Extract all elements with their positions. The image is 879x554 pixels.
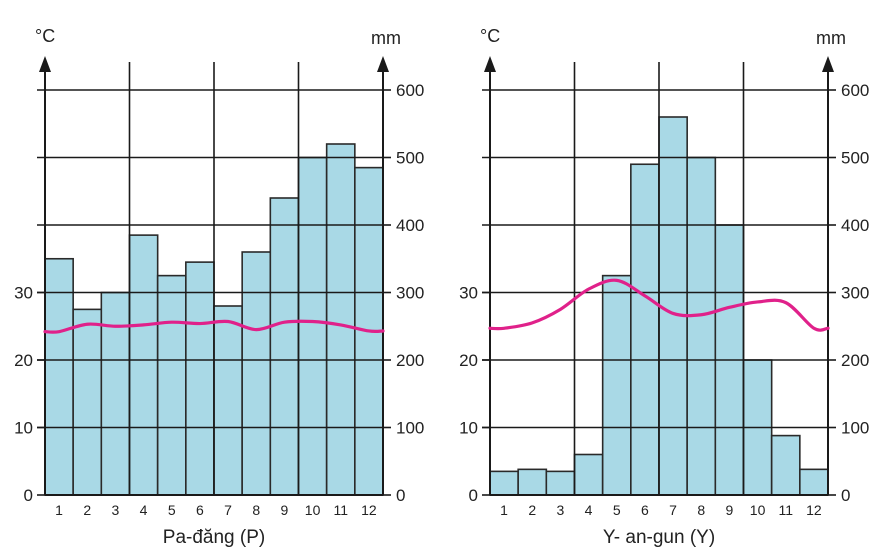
month-tick-label: 2 bbox=[528, 502, 536, 518]
month-tick-label: 7 bbox=[224, 502, 232, 518]
month-tick-label: 3 bbox=[112, 502, 120, 518]
right-tick-label: 0 bbox=[841, 486, 850, 505]
right-tick-label: 100 bbox=[841, 419, 869, 438]
precip-bar-10 bbox=[297, 156, 328, 496]
left-tick-label: 0 bbox=[469, 486, 478, 505]
month-tick-label: 10 bbox=[305, 502, 321, 518]
right-tick-label: 500 bbox=[396, 149, 424, 168]
right-unit-label: mm bbox=[816, 28, 846, 48]
right-unit-label: mm bbox=[371, 28, 401, 48]
temperature-line bbox=[488, 278, 830, 332]
month-tick-label: 6 bbox=[196, 502, 204, 518]
right-tick-label: 200 bbox=[396, 351, 424, 370]
left-axis-arrow-icon bbox=[39, 56, 51, 72]
precip-bar-5 bbox=[601, 274, 632, 496]
month-tick-label: 4 bbox=[585, 502, 593, 518]
month-tick-label: 5 bbox=[168, 502, 176, 518]
precip-bar-3 bbox=[545, 470, 576, 496]
month-tick-label: 6 bbox=[641, 502, 649, 518]
month-tick-label: 12 bbox=[806, 502, 822, 518]
precip-bar-4 bbox=[128, 234, 159, 496]
precip-bar-6 bbox=[630, 163, 660, 496]
left-tick-label: 0 bbox=[24, 486, 33, 505]
precip-bar-11 bbox=[325, 143, 356, 496]
precip-bar-11 bbox=[770, 434, 801, 496]
right-tick-label: 300 bbox=[396, 284, 424, 303]
left-tick-label: 10 bbox=[14, 419, 33, 438]
left-tick-label: 30 bbox=[14, 284, 33, 303]
left-tick-label: 30 bbox=[459, 284, 478, 303]
month-tick-label: 5 bbox=[613, 502, 621, 518]
month-tick-label: 4 bbox=[140, 502, 148, 518]
precip-bar-8 bbox=[241, 251, 272, 496]
precip-bar-2 bbox=[517, 468, 548, 496]
precip-bar-5 bbox=[156, 274, 187, 496]
month-tick-label: 1 bbox=[500, 502, 508, 518]
right-tick-label: 400 bbox=[841, 216, 869, 235]
left-tick-label: 10 bbox=[459, 419, 478, 438]
left-unit-label: °C bbox=[35, 26, 55, 46]
month-tick-label: 8 bbox=[252, 502, 260, 518]
right-tick-label: 600 bbox=[396, 81, 424, 100]
month-tick-label: 10 bbox=[750, 502, 766, 518]
left-unit-label: °C bbox=[480, 26, 500, 46]
right-tick-label: 100 bbox=[396, 419, 424, 438]
right-tick-label: 400 bbox=[396, 216, 424, 235]
precip-bar-3 bbox=[100, 291, 131, 496]
precip-bar-12 bbox=[799, 468, 829, 496]
station-label: Y- an-gun (Y) bbox=[603, 527, 715, 548]
left-tick-label: 20 bbox=[459, 351, 478, 370]
month-tick-label: 12 bbox=[361, 502, 377, 518]
precip-bar-8 bbox=[686, 156, 717, 496]
left-axis-arrow-icon bbox=[484, 56, 496, 72]
precip-bar-6 bbox=[185, 261, 215, 496]
month-tick-label: 1 bbox=[55, 502, 63, 518]
month-tick-label: 2 bbox=[83, 502, 91, 518]
month-tick-label: 9 bbox=[726, 502, 734, 518]
month-tick-label: 3 bbox=[557, 502, 565, 518]
precip-bar-7 bbox=[658, 116, 688, 496]
right-axis-arrow-icon bbox=[377, 56, 389, 72]
month-tick-label: 7 bbox=[669, 502, 677, 518]
precip-bar-1 bbox=[489, 470, 519, 496]
right-tick-label: 300 bbox=[841, 284, 869, 303]
precip-bar-9 bbox=[269, 197, 300, 496]
left-tick-label: 20 bbox=[14, 351, 33, 370]
temperature-line bbox=[43, 319, 385, 334]
right-tick-label: 200 bbox=[841, 351, 869, 370]
month-tick-label: 11 bbox=[778, 502, 793, 518]
right-tick-label: 0 bbox=[396, 486, 405, 505]
right-tick-label: 600 bbox=[841, 81, 869, 100]
precip-bar-7 bbox=[213, 305, 243, 496]
month-tick-label: 8 bbox=[697, 502, 705, 518]
precip-bar-2 bbox=[72, 308, 103, 496]
precip-bar-1 bbox=[44, 257, 74, 496]
month-tick-label: 9 bbox=[281, 502, 289, 518]
precip-bar-4 bbox=[573, 453, 604, 496]
right-tick-label: 500 bbox=[841, 149, 869, 168]
right-axis-arrow-icon bbox=[822, 56, 834, 72]
station-label: Pa-đăng (P) bbox=[163, 527, 265, 548]
month-tick-label: 11 bbox=[333, 502, 348, 518]
